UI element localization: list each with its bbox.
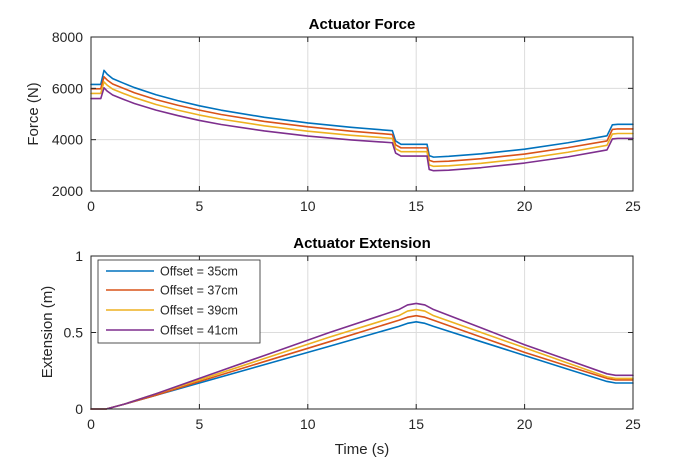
- series-line-3: [90, 81, 634, 168]
- x-tick-label: 20: [517, 416, 533, 432]
- x-tick-label: 25: [625, 198, 641, 214]
- legend: Offset = 35cm Offset = 37cm Offset = 39c…: [97, 259, 261, 344]
- x-tick-label: 10: [300, 198, 316, 214]
- legend-label: Offset = 41cm: [160, 324, 238, 338]
- y-tick-label: 2000: [52, 183, 83, 199]
- y-tick-label: 4000: [52, 132, 83, 148]
- extension-axes: 0 5 10 15 20 25 0 0.5 1 Actuator Extension Exten…: [39, 235, 641, 458]
- legend-label: Offset = 35cm: [160, 265, 238, 279]
- force-axes: 0 5 10 15 20 25 2000 4000 6000 8000 Actuator Forc…: [25, 16, 641, 214]
- x-tick-label: 10: [300, 416, 316, 432]
- series-line-4: [90, 302, 634, 410]
- time-x-axis-label: Time (s): [335, 441, 389, 458]
- y-tick-label: 0: [75, 401, 83, 417]
- y-tick-label: 0.5: [64, 325, 84, 341]
- y-tick-label: 8000: [52, 29, 83, 45]
- legend-entry: Offset = 35cm: [106, 265, 238, 279]
- series-line-2: [90, 75, 634, 163]
- force-ticks: 0 5 10 15 20 25 2000 4000 6000 8000: [52, 29, 641, 214]
- x-tick-label: 20: [517, 198, 533, 214]
- extension-y-axis-label: Extension (m): [39, 286, 56, 379]
- x-tick-label: 0: [87, 416, 95, 432]
- force-chart-title: Actuator Force: [309, 16, 416, 33]
- legend-box: [97, 259, 261, 344]
- x-tick-label: 5: [196, 198, 204, 214]
- force-axes-frame: [90, 36, 634, 192]
- legend-label: Offset = 37cm: [160, 284, 238, 298]
- x-tick-label: 15: [408, 416, 424, 432]
- x-tick-label: 25: [625, 416, 641, 432]
- force-plot-area: [91, 37, 633, 191]
- extension-series: [90, 302, 634, 410]
- extension-chart-title: Actuator Extension: [293, 235, 431, 252]
- legend-label: Offset = 39cm: [160, 304, 238, 318]
- legend-entry: Offset = 37cm: [106, 284, 238, 298]
- x-tick-label: 0: [87, 198, 95, 214]
- series-line-2: [90, 314, 634, 410]
- legend-entry: Offset = 41cm: [106, 324, 238, 338]
- x-tick-label: 15: [408, 198, 424, 214]
- force-series: [90, 69, 634, 172]
- extension-ticks: 0 5 10 15 20 25 0 0.5 1: [64, 248, 641, 432]
- legend-entry: Offset = 39cm: [106, 304, 238, 318]
- y-tick-label: 6000: [52, 80, 83, 96]
- force-y-axis-label: Force (N): [25, 82, 42, 145]
- series-line-1: [90, 69, 634, 158]
- x-tick-label: 5: [196, 416, 204, 432]
- series-line-4: [90, 87, 634, 172]
- y-tick-label: 1: [75, 248, 83, 264]
